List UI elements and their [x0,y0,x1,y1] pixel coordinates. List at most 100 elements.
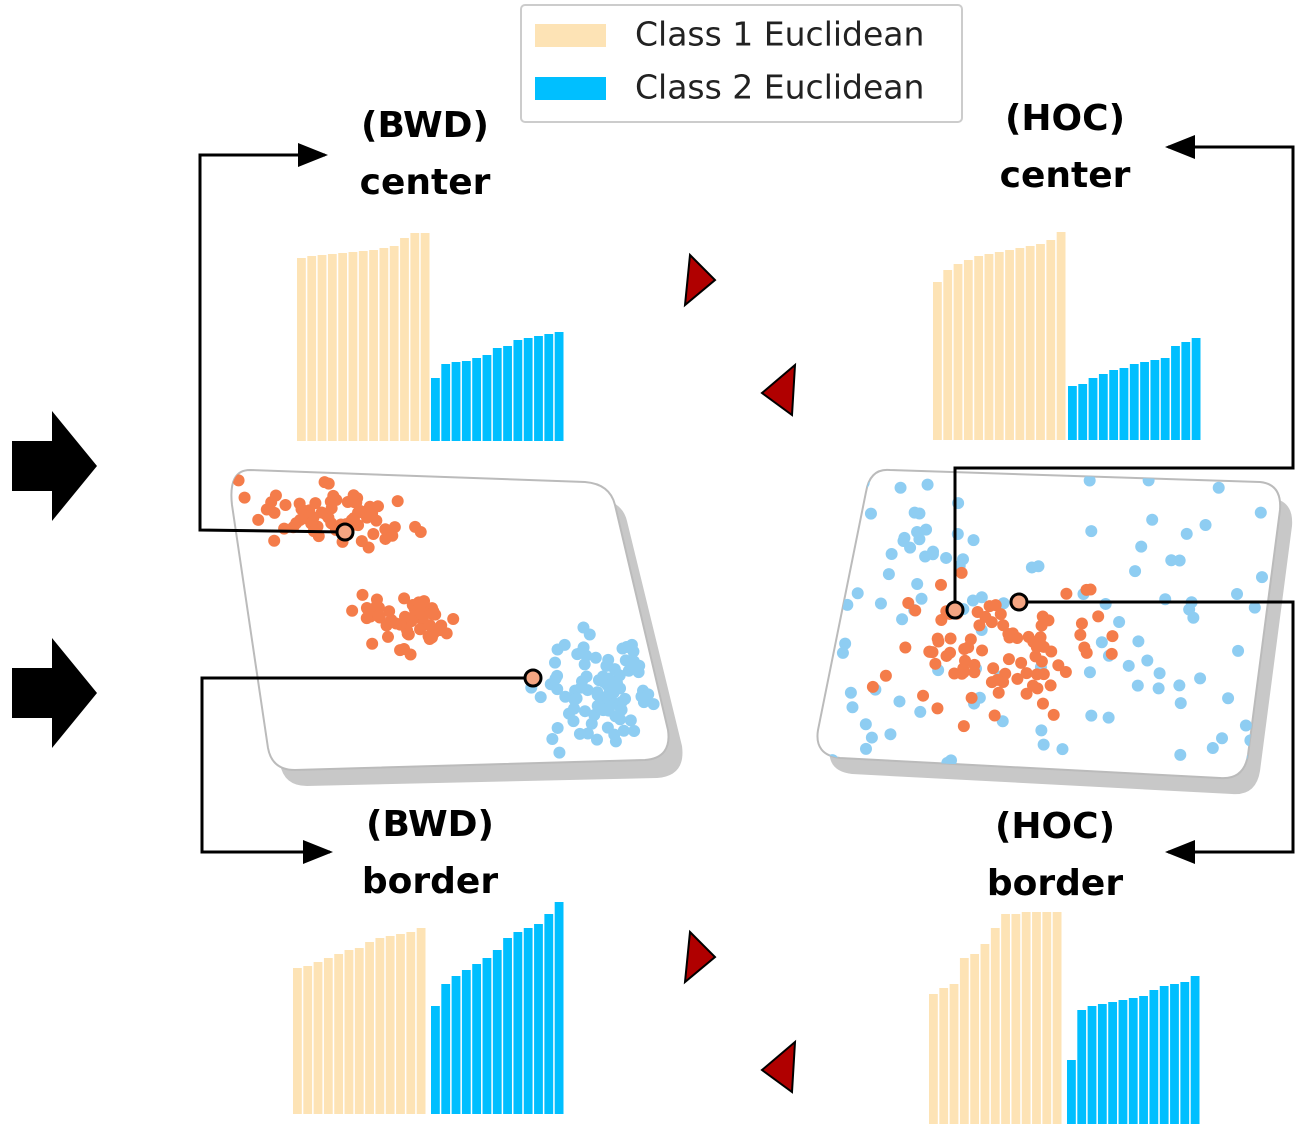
scatter-dot [1141,654,1153,666]
bar [954,264,963,440]
scatter-dot [382,631,394,643]
bar [349,252,358,441]
scatter-dot [552,643,564,655]
scatter-dot [1231,588,1243,600]
bar [1088,1006,1097,1124]
scatter-dot [956,567,968,579]
figure: Class 1 Euclidean Class 2 Euclidean (BWD… [0,0,1306,1125]
scatter-dot [628,655,640,667]
bar [960,958,969,1124]
scatter-dot [1264,762,1276,774]
input-arrows [12,411,97,748]
scatter-dot [1078,641,1090,653]
scatter-dot [965,633,977,645]
cycle-arrows [685,255,795,1092]
bar [1036,244,1045,440]
bar [1042,912,1051,1124]
scatter-dot [1036,656,1048,668]
scatter-dot [884,728,896,740]
bar [375,938,384,1114]
bar [1053,912,1062,1124]
scatter-dot [415,526,427,538]
scatter-dot [922,479,934,491]
scatter-dot [614,669,626,681]
scatter-dot [1129,565,1141,577]
bar [555,332,564,441]
scatter-dot [1085,525,1097,537]
panel-title: (HOC) [1005,98,1125,139]
scatter-dot [1003,653,1015,665]
scatter-dot [1084,666,1096,678]
panel-subtitle: border [987,863,1123,904]
scatter-dot [1154,667,1166,679]
bar [1005,250,1014,440]
bar [1150,360,1159,440]
bar [406,932,415,1114]
bar [483,958,492,1114]
bar [513,340,522,441]
bar [950,984,959,1124]
scatter-dot [551,670,563,682]
scatter-dot [1015,657,1027,669]
bar [1171,346,1180,440]
scatter-dot [893,695,905,707]
scatter-dot [931,702,943,714]
scatter-dot [1207,742,1219,754]
scatter-dot [875,597,887,609]
panel-title: (BWD) [361,105,489,146]
scatter-dot [920,524,932,536]
arrow-head [685,932,715,982]
scatter-dot [1222,692,1234,704]
scatter-dot [1106,630,1118,642]
bar [365,942,374,1114]
panel-title: (HOC) [995,806,1115,847]
scatter-dot [968,534,980,546]
bar [524,928,533,1114]
bar [441,364,450,441]
bar [534,924,543,1114]
scatter-dot [852,587,864,599]
scatter-dot [899,642,911,654]
legend-swatch [535,77,606,100]
cycle [685,255,795,415]
scatter-dot [896,613,908,625]
scatter-dot [279,499,291,511]
bar [995,252,1004,440]
bar [985,254,994,440]
scatter-dot [924,646,936,658]
bar [324,958,333,1114]
bar [328,254,337,441]
scatter-dot [567,715,579,727]
scatter-dot [535,691,547,703]
scatter-dot [577,622,589,634]
scatter-dot [602,722,614,734]
scatter-dot [621,641,633,653]
bar [452,976,461,1114]
scatter-dot [1256,571,1268,583]
scatter-dot [919,550,931,562]
bar [1011,914,1020,1124]
scatter-dot [591,734,603,746]
scatter-dot [549,657,561,669]
bar [1119,1000,1128,1124]
bar [1108,1002,1117,1124]
scatter-dot [832,534,844,546]
scatter-dot [429,609,441,621]
bar [1089,378,1098,440]
scatter-dot [914,706,926,718]
scatter-dot [367,528,379,540]
bar [524,338,533,441]
scatter-dot [576,675,588,687]
scatter-dot [1037,698,1049,710]
scatter-dot [1132,635,1144,647]
bar [1170,984,1179,1124]
scatter-dot [270,489,282,501]
bar [334,954,343,1114]
scatter-dot [846,701,858,713]
scatter-dot [1060,666,1072,678]
scatter-dot [839,506,851,518]
scatter-dot [860,743,872,755]
scatter-dot [642,688,654,700]
scatter-dot [1035,724,1047,736]
scatter-dot [578,641,590,653]
